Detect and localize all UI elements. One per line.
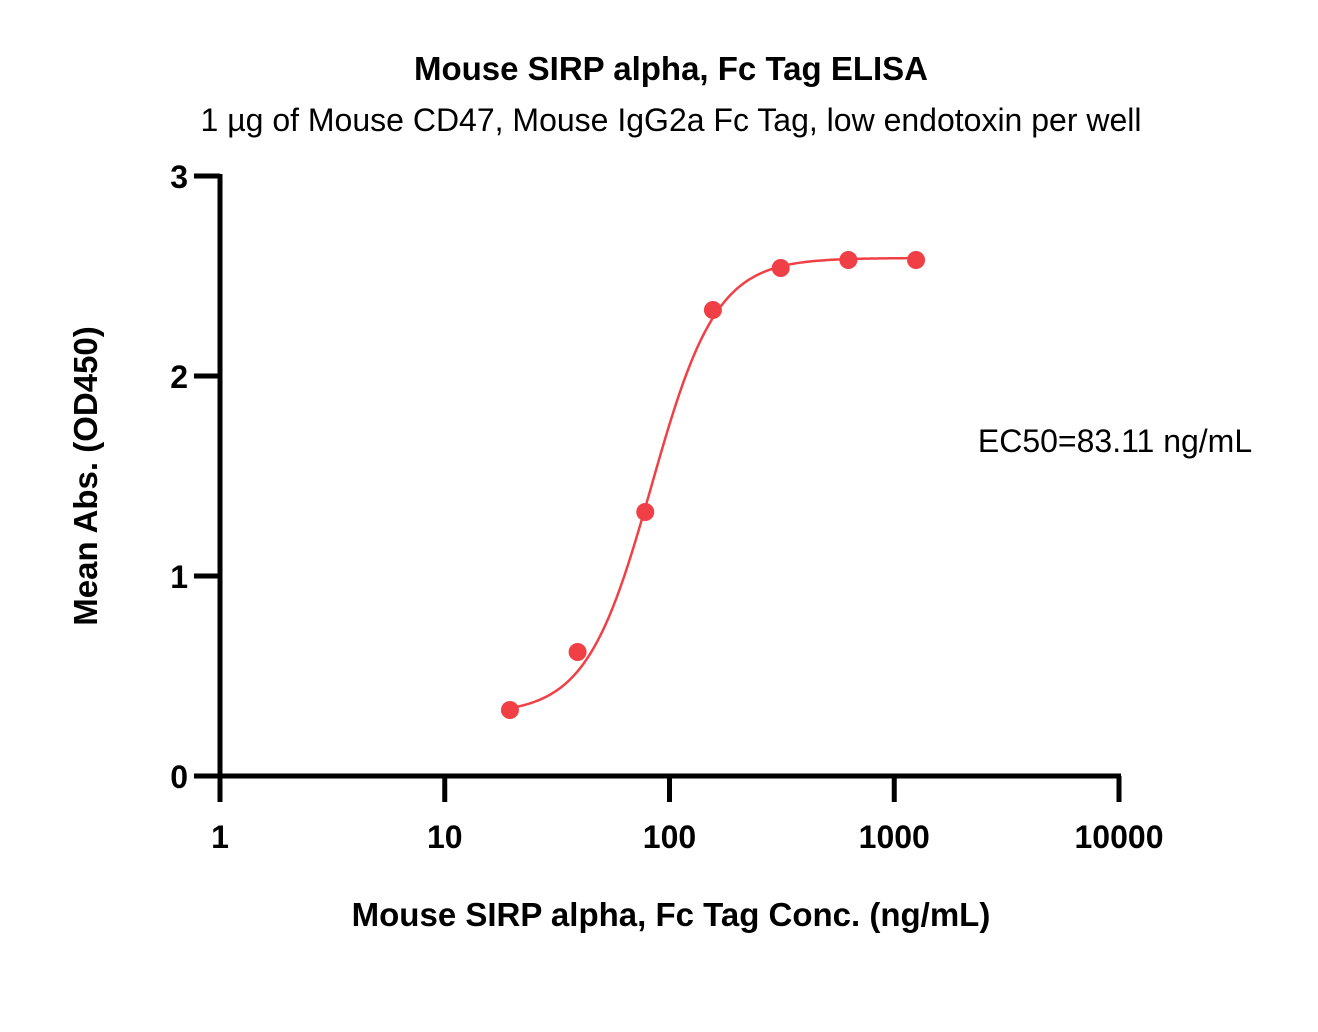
x-tick-label: 100 <box>643 819 696 855</box>
chart-subtitle: 1 µg of Mouse CD47, Mouse IgG2a Fc Tag, … <box>201 102 1142 138</box>
x-tick-label: 1000 <box>859 819 930 855</box>
ec50-annotation: EC50=83.11 ng/mL <box>978 423 1252 459</box>
data-point <box>703 301 722 319</box>
y-tick-label: 3 <box>170 159 188 195</box>
data-point <box>839 251 858 269</box>
x-tick-label: 1 <box>211 819 229 855</box>
y-tick-label: 2 <box>170 359 188 395</box>
data-point <box>568 643 587 661</box>
axes <box>217 174 1121 779</box>
data-point <box>636 503 655 521</box>
y-tick-label: 1 <box>170 559 188 595</box>
data-point <box>771 259 790 277</box>
data-point <box>907 251 926 269</box>
x-axis-label: Mouse SIRP alpha, Fc Tag Conc. (ng/mL) <box>352 896 991 933</box>
data-points <box>500 251 926 719</box>
x-tick-label: 10000 <box>1075 819 1164 855</box>
x-tick-label: 10 <box>427 819 463 855</box>
chart-title: Mouse SIRP alpha, Fc Tag ELISA <box>414 50 928 87</box>
fit-curve <box>509 256 917 710</box>
y-tick-label: 0 <box>170 759 188 795</box>
data-point <box>500 701 519 719</box>
y-axis-label: Mean Abs. (OD450) <box>67 326 104 626</box>
fit-curve-group <box>509 256 917 710</box>
